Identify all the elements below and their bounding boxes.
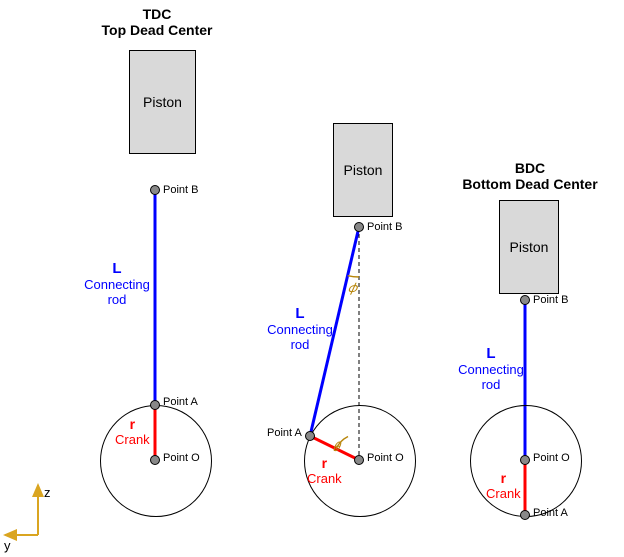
bdc-piston-label: Piston: [510, 239, 549, 255]
theta-label: 𝜃: [333, 439, 340, 455]
axis-z-label: z: [44, 485, 51, 500]
mid-rod-label: L Connecting rod: [261, 305, 339, 352]
diagram-canvas: TDC Top Dead Center Piston L Connecting …: [0, 0, 624, 557]
mid-rod-name: Connecting: [267, 322, 333, 337]
mid-crank-label: r Crank: [307, 455, 342, 486]
tdc-title-1: TDC: [92, 6, 222, 22]
bdc-rod-label: L Connecting rod: [452, 345, 530, 392]
tdc-rod-label: L Connecting rod: [82, 260, 152, 307]
tdc-rod-name: Connecting: [84, 277, 150, 292]
tdc-piston-label: Piston: [143, 94, 182, 110]
mid-point-O: [354, 455, 364, 465]
axis-y-label: y: [4, 538, 11, 553]
tdc-L: L: [82, 260, 152, 277]
bdc-crank-label: r Crank: [486, 470, 521, 501]
bdc-L: L: [452, 345, 530, 362]
mid-piston-label: Piston: [344, 162, 383, 178]
bdc-piston: Piston: [499, 200, 559, 294]
mid-piston: Piston: [333, 123, 393, 217]
mid-point-A: [305, 431, 315, 441]
bdc-title-2: Bottom Dead Center: [455, 176, 605, 192]
bdc-point-A: [520, 510, 530, 520]
mid-crank-name: Crank: [307, 471, 342, 486]
tdc-point-B: [150, 185, 160, 195]
tdc-point-O: [150, 455, 160, 465]
bdc-rod-name: Connecting: [458, 362, 524, 377]
tdc-pointO-label: Point O: [163, 452, 200, 464]
tdc-point-A: [150, 400, 160, 410]
bdc-point-O: [520, 455, 530, 465]
tdc-title-2: Top Dead Center: [92, 22, 222, 38]
mid-pointO-label: Point O: [367, 452, 404, 464]
tdc-crank-label: r Crank: [115, 416, 150, 447]
tdc-pointB-label: Point B: [163, 184, 198, 196]
bdc-pointA-label: Point A: [533, 507, 568, 519]
mid-L: L: [261, 305, 339, 322]
tdc-title: TDC Top Dead Center: [92, 6, 222, 38]
mid-pointA-label: Point A: [267, 427, 302, 439]
bdc-pointB-label: Point B: [533, 294, 568, 306]
phi-arc: [348, 276, 359, 277]
tdc-rod-name2: rod: [108, 292, 127, 307]
tdc-r: r: [115, 416, 150, 432]
bdc-pointO-label: Point O: [533, 452, 570, 464]
mid-rod-name2: rod: [291, 337, 310, 352]
bdc-title: BDC Bottom Dead Center: [455, 160, 605, 192]
bdc-title-1: BDC: [455, 160, 605, 176]
mid-r: r: [307, 455, 342, 471]
bdc-point-B: [520, 295, 530, 305]
tdc-crank-name: Crank: [115, 432, 150, 447]
phi-label: 𝜙: [348, 280, 357, 296]
mid-pointB-label: Point B: [367, 221, 402, 233]
tdc-pointA-label: Point A: [163, 396, 198, 408]
bdc-crank-name: Crank: [486, 486, 521, 501]
bdc-rod-name2: rod: [482, 377, 501, 392]
tdc-piston: Piston: [129, 50, 196, 154]
mid-point-B: [354, 222, 364, 232]
bdc-r: r: [486, 470, 521, 486]
